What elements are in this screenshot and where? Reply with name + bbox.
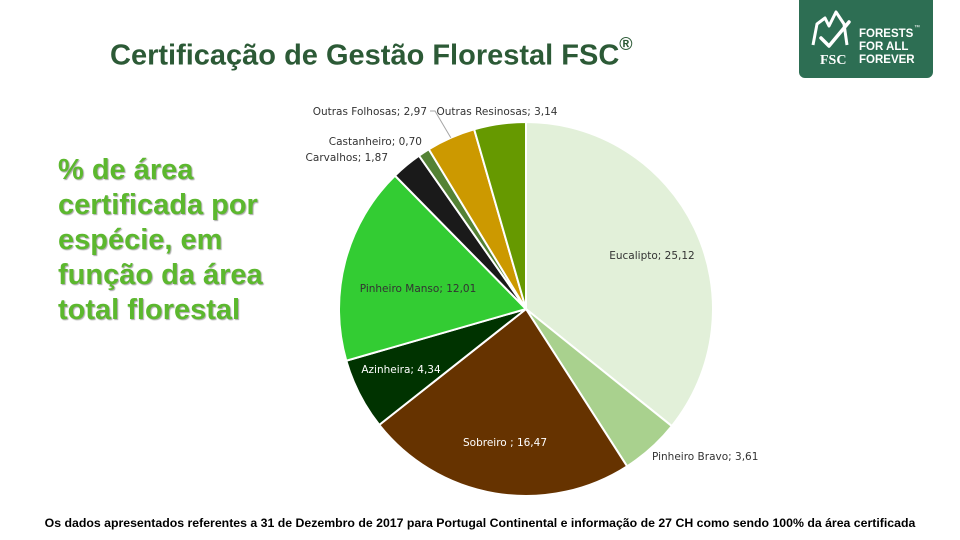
footnote: Os dados apresentados referentes a 31 de… (44, 516, 916, 530)
logo-line-2: FOR ALL (859, 41, 908, 53)
pie-slice-eucalipto (525, 120, 714, 428)
data-label-carvalhos: Carvalhos; 1,87 (306, 152, 388, 164)
description-line-3: espécie, em (58, 224, 223, 256)
description-line-5: total florestal (58, 294, 241, 326)
logo-line-3: FOREVER (859, 54, 915, 66)
data-label-outras-resinosas: Outras Resinosas; 3,14 (437, 106, 558, 118)
description-line-2: certificada por (58, 189, 258, 221)
page-title-text: Certificação de Gestão Florestal FSC (110, 39, 620, 72)
pie-slice-sobreiro (377, 307, 629, 497)
data-label-pinheiro-bravo: Pinheiro Bravo; 3,61 (652, 451, 758, 463)
description-line-1: % de área (58, 154, 194, 186)
logo-tm: ™ (914, 24, 920, 31)
data-label-castanheiro: Castanheiro; 0,70 (329, 136, 422, 148)
fsc-logo: FSC FORESTS ™ FOR ALL FOREVER (799, 0, 933, 78)
data-label-eucalipto: Eucalipto; 25,12 (609, 250, 694, 262)
fsc-tree-check-icon: FSC FORESTS ™ FOR ALL FOREVER (811, 10, 920, 68)
data-label-pinheiro-manso: Pinheiro Manso; 12,01 (360, 283, 477, 295)
pie-slice-outras-resinosas (472, 120, 527, 310)
pie-slice-pinheiro-manso (338, 174, 528, 362)
logo-line-1: FORESTS (859, 28, 914, 40)
registered-mark: ® (619, 34, 633, 54)
data-label-sobreiro: Sobreiro ; 16,47 (463, 437, 547, 449)
description-line-4: função da área (58, 259, 263, 291)
leader-line-outras-folhosas (430, 110, 452, 139)
chart-description: % de área certificada por espécie, em fu… (58, 153, 318, 328)
page-title: Certificação de Gestão Florestal FSC® (110, 34, 633, 73)
data-label-outras-folhosas: Outras Folhosas; 2,97 (313, 106, 427, 118)
data-label-azinheira: Azinheira; 4,34 (361, 364, 441, 376)
fsc-brand-text: FSC (820, 53, 846, 68)
